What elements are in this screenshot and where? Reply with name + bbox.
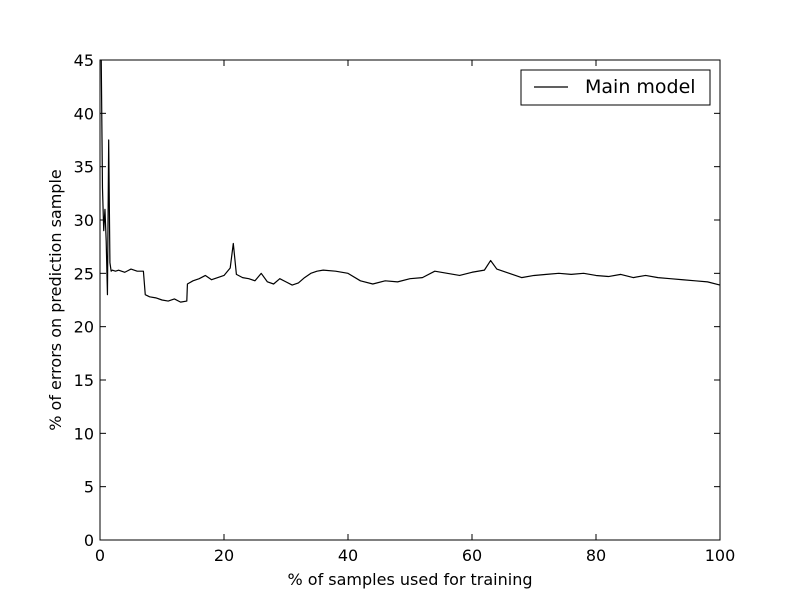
plot-area bbox=[100, 59, 721, 303]
x-tick-label: 20 bbox=[214, 546, 234, 565]
x-tick-label: 100 bbox=[705, 546, 736, 565]
y-tick-label: 45 bbox=[74, 51, 94, 70]
y-tick-label: 20 bbox=[74, 318, 94, 337]
y-tick-label: 40 bbox=[74, 104, 94, 123]
x-tick-label: 0 bbox=[95, 546, 105, 565]
y-tick-label: 35 bbox=[74, 158, 94, 177]
y-tick-label: 25 bbox=[74, 264, 94, 283]
series-line-main-model bbox=[100, 59, 721, 303]
x-tick-label: 80 bbox=[586, 546, 606, 565]
x-tick-label: 40 bbox=[338, 546, 358, 565]
plot-frame bbox=[99, 59, 721, 541]
legend-label: Main model bbox=[585, 76, 696, 98]
y-tick-label: 30 bbox=[74, 211, 94, 230]
axis-tick-labels: 0 20 40 60 80 100 0 5 10 15 20 25 30 35 40 45 bbox=[74, 51, 736, 565]
x-axis-label: % of samples used for training bbox=[287, 570, 532, 589]
legend: Main model bbox=[520, 69, 711, 106]
y-tick-label: 10 bbox=[74, 424, 94, 443]
y-axis-label: % of errors on prediction sample bbox=[46, 169, 65, 431]
x-tick-label: 60 bbox=[462, 546, 482, 565]
y-tick-label: 15 bbox=[74, 371, 94, 390]
y-tick-label: 0 bbox=[84, 531, 94, 550]
y-tick-label: 5 bbox=[84, 478, 94, 497]
